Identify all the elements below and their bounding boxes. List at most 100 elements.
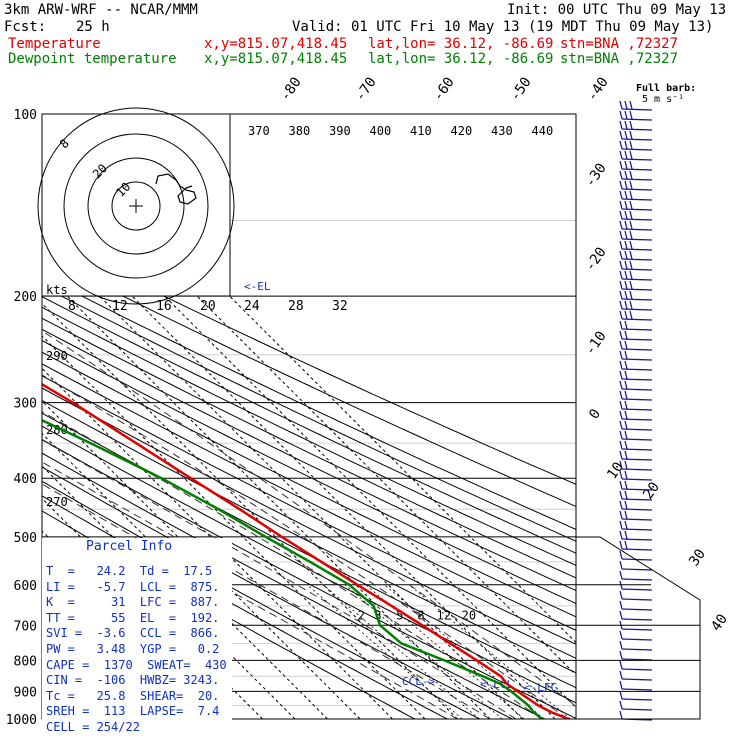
barb-legend-title: Full barb:: [636, 83, 697, 94]
wind-barb-flag: [624, 250, 628, 260]
hodograph-ring: [111, 181, 161, 231]
dry-adiabat: [42, 375, 576, 645]
speed-label: 8: [68, 299, 76, 314]
wind-barb-flag: [629, 310, 633, 320]
isotherm-label: -60: [430, 74, 458, 104]
pressure-tick-label: 100: [14, 108, 37, 123]
pressure-tick-label: 600: [14, 579, 37, 594]
dry-adiabat: [42, 452, 546, 719]
model-name: 3km ARW-WRF -- NCAR/MMM: [4, 2, 198, 18]
parcel-info-row: PW = 3.48 YGP = 0.2: [46, 642, 220, 656]
wind-barb-flag: [624, 360, 628, 370]
wind-barb: [621, 138, 653, 141]
dry-adiabat: [42, 425, 576, 704]
wind-barb-flag: [624, 410, 628, 420]
wind-barb-flag: [619, 160, 623, 170]
wind-barb: [621, 358, 653, 361]
wind-barb-flag: [624, 240, 628, 250]
wind-barb-flag: [619, 670, 623, 680]
temperature-xy: x,y=815.07,418.45: [204, 36, 348, 52]
mixing-ratio-label: 8: [417, 608, 424, 622]
wind-barb-flag: [629, 100, 633, 110]
wind-barb-flag: [619, 420, 623, 430]
wind-barb-flag: [624, 420, 628, 430]
wind-barb-flag: [624, 130, 628, 140]
wind-barb-flag: [619, 390, 623, 400]
wind-barb: [621, 498, 653, 501]
wind-barb-flag: [624, 140, 628, 150]
wind-barb-flag: [619, 660, 623, 670]
wind-barb: [621, 348, 653, 351]
el-marker: <-EL: [244, 280, 271, 293]
wind-barb: [621, 508, 653, 511]
dry-adiabat: [42, 340, 576, 605]
wind-barb-flag: [629, 150, 633, 160]
wind-barb-flag: [619, 170, 623, 180]
wind-barb-flag: [619, 650, 623, 660]
wind-barb: [621, 668, 653, 671]
wind-barb: [621, 388, 653, 391]
parcel-info-row: CAPE = 1370 SWEAT= 430: [46, 657, 227, 672]
temperature-latlon: lat,lon= 36.12, -86.69: [368, 36, 554, 52]
wind-barb-flag: [619, 400, 623, 410]
wind-barb-flag: [619, 340, 623, 350]
wind-barb-flag: [619, 230, 623, 240]
wind-barb: [621, 248, 653, 251]
isotherm: [42, 400, 361, 719]
mixing-ratio-line: [408, 584, 571, 719]
wind-barb-flag: [619, 200, 623, 210]
isotherm-label: -50: [507, 74, 535, 104]
wind-barb-flag: [629, 280, 633, 290]
wind-barb: [621, 468, 653, 471]
theta-label: 290: [46, 349, 68, 363]
mixing-ratio-line: [344, 584, 503, 719]
moist-adiabat: [42, 374, 569, 719]
wind-barb-flag: [624, 540, 628, 550]
wind-barb-flag: [624, 100, 628, 110]
wind-barb-flag: [624, 500, 628, 510]
wind-barb-flag: [624, 190, 628, 200]
parcel-info-row: CELL = 254/22: [46, 720, 140, 734]
pressure-tick-label: 200: [14, 290, 37, 305]
wind-barb-flag: [619, 360, 623, 370]
speed-label: 32: [332, 299, 348, 314]
wind-barb-flag: [619, 560, 623, 570]
parcel-info-title: Parcel Info: [86, 539, 173, 554]
wind-barb-flag: [624, 180, 628, 190]
wind-barb: [621, 408, 653, 411]
theta-label: 390: [329, 124, 351, 138]
wind-barb: [621, 328, 653, 331]
parcel-info-row: SREH = 113 LAPSE= 7.4: [46, 704, 220, 719]
wind-barb-flag: [624, 260, 628, 270]
wind-barb-flag: [619, 130, 623, 140]
wind-barb: [621, 428, 653, 431]
wind-barb: [621, 318, 653, 321]
wind-barb-flag: [619, 310, 623, 320]
mixing-ratio-line: [306, 584, 463, 719]
wind-barb-flag: [624, 400, 628, 410]
wind-barb-flag: [619, 140, 623, 150]
isotherm-label: -70: [352, 74, 380, 104]
wind-barb-flag: [629, 120, 633, 130]
wind-barb-flag: [619, 700, 623, 710]
wind-barb-flag: [619, 210, 623, 220]
wind-barb-flag: [629, 230, 633, 240]
wind-barb-flag: [624, 160, 628, 170]
theta-label: 270: [46, 495, 68, 509]
ccl-marker: CCL->: [402, 675, 435, 688]
pressure-tick-label: 700: [14, 619, 37, 634]
isotherm-label: -10: [582, 328, 610, 358]
wind-barb: [621, 178, 653, 181]
wind-barb-flag: [624, 280, 628, 290]
wind-barb-flag: [619, 410, 623, 420]
wind-barb: [621, 568, 653, 571]
mixing-ratio-label: 20: [462, 608, 476, 622]
wind-barb-flag: [629, 160, 633, 170]
wind-barb: [621, 298, 653, 301]
wind-barb: [621, 478, 653, 481]
moist-adiabat: [42, 411, 543, 719]
wind-barb-flag: [619, 250, 623, 260]
wind-barb: [621, 258, 653, 261]
speed-label: 12: [112, 299, 128, 314]
